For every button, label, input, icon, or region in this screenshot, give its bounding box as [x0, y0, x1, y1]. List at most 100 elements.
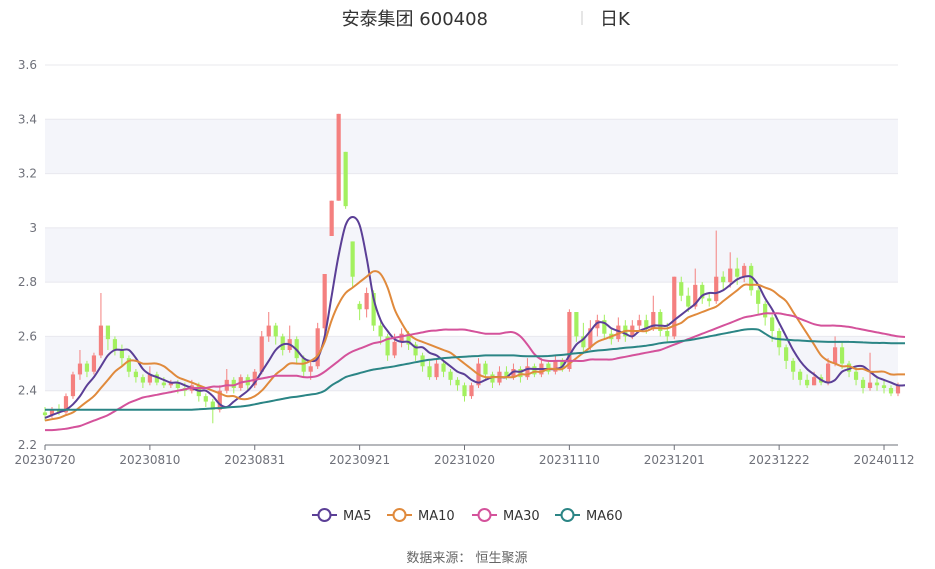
candle: [784, 344, 789, 369]
legend-marker: [392, 508, 407, 522]
candle: [287, 325, 292, 353]
candle-body: [658, 312, 663, 331]
candle-body: [693, 284, 698, 307]
candle: [888, 385, 894, 397]
candle-body: [749, 265, 754, 291]
candle-body: [259, 336, 264, 372]
period-label: 日K: [600, 9, 631, 30]
candle-body: [770, 317, 775, 331]
candle: [441, 360, 446, 378]
legend-item-ma10: MA10: [387, 508, 455, 524]
candle: [147, 366, 152, 386]
candle-body: [602, 320, 607, 334]
candle: [825, 358, 831, 386]
candle: [839, 341, 845, 369]
candle: [874, 377, 880, 391]
x-axis: 20230720 20230810 20230831 20230921 20231020…: [14, 444, 915, 467]
candle: [462, 382, 467, 402]
candle-body: [784, 347, 789, 361]
candle-body: [672, 276, 677, 337]
candle-body: [721, 276, 726, 283]
x-tick-label: 20231110: [539, 453, 600, 467]
candle-body: [91, 355, 97, 372]
candle-body: [441, 363, 446, 372]
candle: [881, 379, 887, 394]
candle-body: [161, 382, 166, 386]
candle: [546, 360, 551, 375]
candle: [84, 360, 90, 378]
y-tick-label: 2.6: [18, 329, 37, 343]
candle-body: [399, 333, 404, 342]
candle-body: [413, 344, 418, 356]
candle: [322, 274, 327, 334]
candle: [140, 374, 145, 388]
candle: [532, 363, 537, 378]
x-tick-label: 20230831: [224, 453, 285, 467]
candle: [70, 371, 76, 399]
y-tick-label: 3.4: [18, 112, 37, 126]
candle: [364, 287, 369, 318]
candle: [700, 282, 705, 304]
candle-body: [595, 320, 600, 329]
candle-body: [798, 371, 803, 380]
candle: [672, 276, 677, 340]
candle-body: [581, 336, 586, 348]
candle-body: [70, 374, 76, 397]
candle: [742, 263, 747, 283]
candle: [434, 358, 439, 380]
candle: [119, 344, 125, 367]
candle-body: [105, 325, 111, 340]
candle: [336, 113, 341, 201]
candle-body: [357, 303, 362, 310]
candle-body: [273, 325, 278, 337]
candle-body: [301, 358, 306, 372]
candle: [91, 352, 97, 375]
candle: [357, 301, 362, 321]
x-tick-label: 20231201: [644, 453, 705, 467]
y-tick-label: 2.2: [18, 438, 37, 452]
candle: [602, 314, 607, 340]
candle-body: [832, 347, 838, 364]
candle: [553, 355, 558, 375]
candle: [490, 371, 495, 388]
legend-label: MA60: [586, 509, 623, 524]
candle-body: [84, 363, 90, 372]
candle-body: [56, 409, 62, 413]
x-tick-label: 20230810: [119, 453, 180, 467]
candle: [686, 287, 691, 312]
candle-body: [805, 379, 810, 386]
chart-title: 安泰集团 600408 日K: [342, 9, 631, 30]
candle-body: [126, 358, 131, 372]
candle: [343, 151, 348, 209]
candle-body: [714, 276, 719, 302]
candle-body: [378, 325, 383, 337]
candle-body: [112, 339, 118, 350]
legend-marker: [477, 508, 492, 522]
candle-body: [77, 363, 83, 375]
ma60-line: [45, 328, 905, 411]
candle-body: [329, 200, 334, 236]
candle: [588, 320, 593, 350]
candle: [378, 320, 383, 345]
legend-marker: [560, 508, 575, 522]
ma5-line: [44, 215, 906, 419]
candle-body: [448, 371, 453, 380]
stock-name: 安泰集团 600408: [342, 9, 488, 30]
candle-body: [881, 385, 887, 388]
candle-body: [455, 379, 460, 386]
legend-item-ma60: MA60: [555, 508, 623, 524]
candle: [266, 312, 271, 342]
candle: [210, 398, 215, 424]
legend: MA5 MA10 MA30 MA60: [312, 508, 623, 524]
candle-body: [252, 371, 257, 386]
band: [45, 227, 898, 283]
candle: [707, 293, 712, 307]
candle-body: [812, 377, 817, 386]
x-tick-label: 20231222: [749, 453, 810, 467]
candle: [154, 371, 159, 386]
candle: [679, 276, 684, 302]
candle: [469, 382, 474, 399]
y-tick-label: 3.2: [18, 167, 37, 181]
candle: [728, 252, 733, 288]
